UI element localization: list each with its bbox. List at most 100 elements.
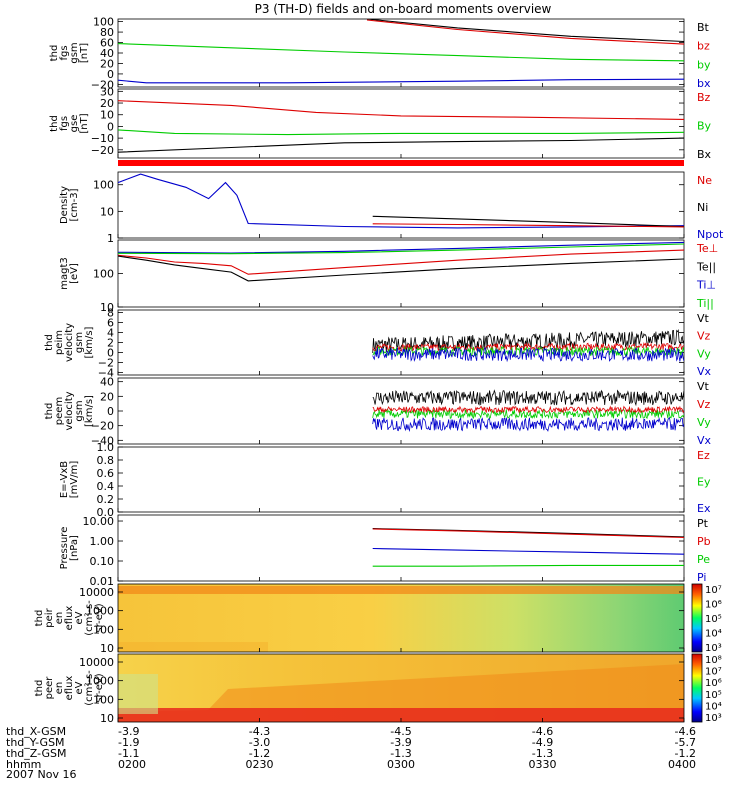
y-axis-label: E=-VxB	[59, 461, 70, 498]
series-line-Vz	[372, 342, 684, 352]
y-axis-label: peim	[54, 330, 65, 355]
series-line-By	[118, 129, 684, 136]
y-tick-label: 80	[100, 26, 114, 39]
y-axis-label: thd	[44, 334, 55, 351]
y-tick-label: 100	[93, 268, 114, 281]
legend-entry: Te⊥	[696, 242, 718, 255]
series-line-Bx	[118, 137, 684, 153]
y-tick-label: −20	[91, 78, 114, 91]
y-tick-label: 40	[100, 47, 114, 60]
legend-entry: Npot	[697, 228, 724, 241]
x-axis-value: -4.6	[675, 725, 696, 738]
y-axis-label: (cm²-s-	[84, 600, 95, 636]
y-axis-label: fgs	[59, 116, 70, 131]
colorbar-tick-label: 10⁴	[705, 701, 722, 712]
legend-entry: Vz	[697, 330, 711, 343]
y-axis-label: gsm	[74, 400, 85, 421]
legend-entry: by	[697, 58, 711, 71]
legend-entry: Ey	[697, 476, 711, 489]
y-axis-label: eV	[74, 611, 85, 624]
series-line-Ne	[372, 223, 684, 228]
series-line-Te⊥	[118, 249, 684, 275]
x-axis-value: 0330	[529, 758, 557, 771]
y-tick-label: −10	[91, 132, 114, 145]
legend-entry: Bt	[697, 21, 710, 34]
legend-entry: Vt	[697, 312, 710, 325]
x-axis-value: -3.9	[118, 725, 139, 738]
y-axis-label: [mV/m]	[69, 461, 80, 499]
colorbar-tick-label: 10⁸	[705, 655, 722, 666]
legend-entry: Ni	[697, 201, 708, 214]
legend-entry: Ti⊥	[696, 279, 716, 292]
plot-area	[118, 19, 684, 84]
series-line-Vx	[372, 347, 684, 363]
y-axis-label: eV	[74, 681, 85, 694]
colorbar-tick-label: 10³	[705, 643, 722, 654]
y-tick-label: 10	[100, 109, 114, 122]
legend-entry: bz	[697, 40, 710, 53]
y-tick-label: 1.0	[97, 441, 115, 454]
y-axis-label: thd	[44, 403, 55, 420]
spectrogram	[118, 584, 684, 652]
date-label: 2007 Nov 16	[6, 768, 76, 781]
x-axis-row-label: thd_Z-GSM	[6, 747, 66, 760]
series-line-Ti||	[118, 243, 684, 255]
y-tick-label: 4	[107, 327, 114, 340]
x-axis-value: 0300	[387, 758, 415, 771]
panel-frame	[117, 18, 685, 88]
y-tick-label: 1000	[86, 605, 114, 618]
panel-7: 1.00.80.60.40.20.0 E=-VxB [mV/m] Ez Ey Ex	[59, 441, 711, 519]
y-tick-label: 10	[100, 301, 114, 314]
y-axis-label: (cm²-s-	[84, 670, 95, 706]
y-tick-label: 20	[100, 97, 114, 110]
legend-entry: Ne	[697, 174, 712, 187]
colorbar-tick-label: 10⁶	[705, 600, 722, 611]
plot-area	[118, 173, 684, 229]
colorbar-tick-label: 10⁷	[705, 585, 722, 596]
y-tick-label: 1.00	[90, 535, 115, 548]
y-tick-label: 0.4	[97, 480, 115, 493]
panel-frame	[117, 171, 685, 239]
y-axis-label: thd	[34, 680, 45, 697]
plot-area	[118, 241, 684, 282]
colorbar	[691, 583, 703, 653]
series-line-bx	[118, 78, 684, 84]
series-line-Pb	[372, 528, 684, 539]
y-tick-label: 0.2	[97, 493, 115, 506]
legend-entry: Vx	[697, 434, 712, 447]
y-tick-label: 100	[93, 693, 114, 706]
legend-entry: bx	[697, 77, 711, 90]
y-axis-label: gse	[69, 115, 80, 133]
series-line-Te||	[118, 255, 684, 282]
legend-entry: Ex	[697, 502, 711, 515]
y-tick-label: 0	[107, 68, 114, 81]
y-tick-label: 10000	[79, 656, 114, 669]
x-axis-value: 0400	[668, 758, 696, 771]
series-line-Pi	[372, 547, 684, 555]
x-axis-value: -3.0	[249, 736, 270, 749]
x-axis-row-label: thd_Y-GSM	[6, 736, 65, 749]
y-axis-label: sr-eV)	[94, 673, 105, 702]
y-axis-label: peem	[54, 397, 65, 425]
y-tick-label: −20	[91, 420, 114, 433]
legend-entry: By	[697, 120, 712, 133]
legend-entry: Vt	[697, 380, 710, 393]
x-axis-value: -1.1	[118, 747, 139, 760]
x-axis-value: -3.9	[390, 736, 411, 749]
panel-frame	[117, 446, 685, 513]
series-line-Ti⊥	[118, 241, 684, 254]
y-axis-label: Pressure	[59, 527, 70, 570]
y-axis-label: sr-eV)	[94, 603, 105, 632]
colorbar-tick-label: 10⁴	[705, 629, 722, 640]
x-axis-value: -5.7	[675, 736, 696, 749]
y-tick-label: 8	[107, 307, 114, 320]
y-axis-label: eflux	[64, 676, 75, 701]
x-axis-value: -1.9	[118, 736, 139, 749]
y-axis-label: gsm	[69, 42, 80, 63]
legend-entry: Vx	[697, 365, 712, 378]
y-axis-label: [cm-3]	[69, 188, 80, 221]
